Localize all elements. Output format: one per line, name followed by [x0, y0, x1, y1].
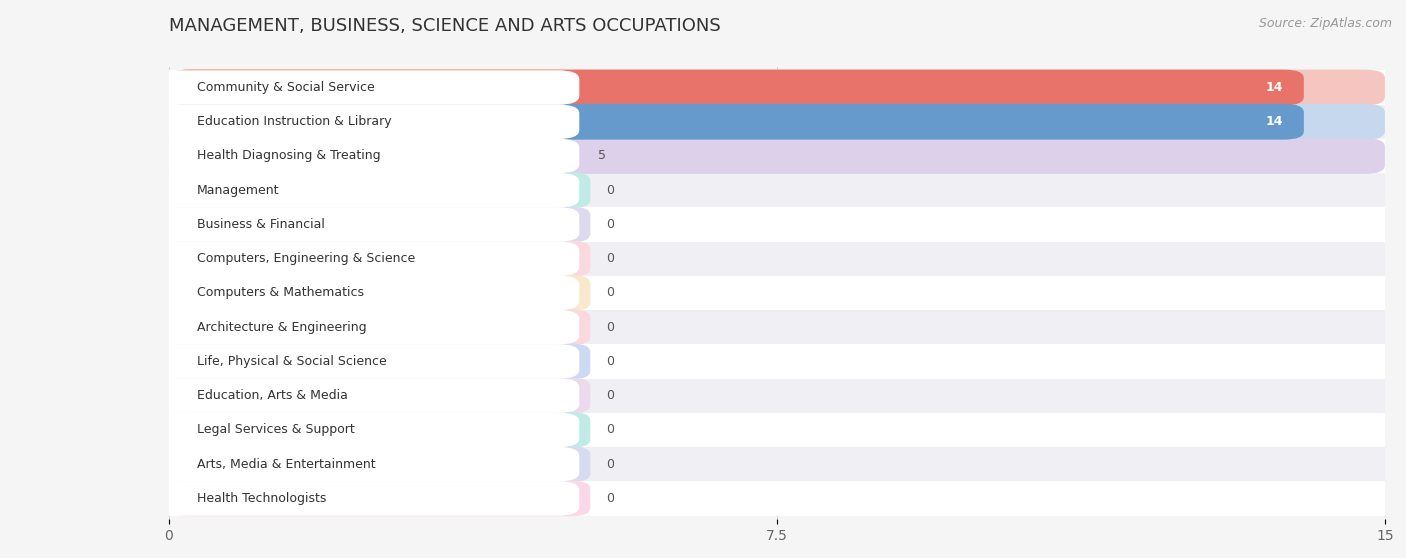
Text: Health Diagnosing & Treating: Health Diagnosing & Treating	[197, 150, 381, 162]
FancyBboxPatch shape	[169, 276, 1385, 310]
Text: Education Instruction & Library: Education Instruction & Library	[197, 116, 392, 128]
FancyBboxPatch shape	[169, 70, 1385, 105]
Text: 0: 0	[606, 286, 614, 300]
FancyBboxPatch shape	[169, 309, 591, 345]
FancyBboxPatch shape	[169, 481, 1385, 516]
Text: Community & Social Service: Community & Social Service	[197, 81, 375, 94]
FancyBboxPatch shape	[169, 104, 1303, 140]
FancyBboxPatch shape	[169, 413, 1385, 447]
Text: Source: ZipAtlas.com: Source: ZipAtlas.com	[1258, 17, 1392, 30]
FancyBboxPatch shape	[152, 242, 579, 276]
FancyBboxPatch shape	[169, 206, 591, 242]
Text: Computers, Engineering & Science: Computers, Engineering & Science	[197, 252, 415, 265]
FancyBboxPatch shape	[169, 173, 1385, 208]
FancyBboxPatch shape	[169, 378, 591, 413]
Text: 0: 0	[606, 355, 614, 368]
FancyBboxPatch shape	[152, 276, 579, 310]
FancyBboxPatch shape	[169, 242, 1385, 276]
Text: 0: 0	[606, 252, 614, 265]
FancyBboxPatch shape	[169, 447, 1385, 481]
FancyBboxPatch shape	[152, 378, 579, 413]
Text: 14: 14	[1265, 81, 1284, 94]
Text: 5: 5	[599, 150, 606, 162]
Text: Education, Arts & Media: Education, Arts & Media	[197, 389, 347, 402]
FancyBboxPatch shape	[152, 344, 579, 379]
Text: Health Technologists: Health Technologists	[197, 492, 326, 505]
FancyBboxPatch shape	[152, 447, 579, 482]
FancyBboxPatch shape	[152, 173, 579, 208]
FancyBboxPatch shape	[152, 207, 579, 242]
Text: Legal Services & Support: Legal Services & Support	[197, 424, 354, 436]
FancyBboxPatch shape	[169, 104, 1385, 139]
FancyBboxPatch shape	[169, 344, 1385, 378]
FancyBboxPatch shape	[152, 70, 579, 105]
FancyBboxPatch shape	[169, 70, 1385, 104]
Text: 0: 0	[606, 218, 614, 231]
FancyBboxPatch shape	[169, 344, 591, 379]
Text: 0: 0	[606, 321, 614, 334]
FancyBboxPatch shape	[169, 172, 591, 208]
FancyBboxPatch shape	[152, 104, 579, 139]
Text: Architecture & Engineering: Architecture & Engineering	[197, 321, 367, 334]
FancyBboxPatch shape	[169, 138, 574, 174]
Text: Management: Management	[197, 184, 280, 197]
FancyBboxPatch shape	[152, 481, 579, 516]
Text: 0: 0	[606, 458, 614, 470]
FancyBboxPatch shape	[169, 139, 1385, 173]
FancyBboxPatch shape	[169, 480, 591, 516]
FancyBboxPatch shape	[169, 446, 591, 482]
FancyBboxPatch shape	[169, 208, 1385, 242]
FancyBboxPatch shape	[152, 139, 579, 173]
Text: 0: 0	[606, 184, 614, 197]
Text: 14: 14	[1265, 116, 1284, 128]
FancyBboxPatch shape	[169, 138, 1385, 174]
FancyBboxPatch shape	[169, 310, 1385, 344]
Text: 0: 0	[606, 389, 614, 402]
Text: MANAGEMENT, BUSINESS, SCIENCE AND ARTS OCCUPATIONS: MANAGEMENT, BUSINESS, SCIENCE AND ARTS O…	[169, 17, 720, 35]
FancyBboxPatch shape	[169, 275, 591, 311]
Text: Arts, Media & Entertainment: Arts, Media & Entertainment	[197, 458, 375, 470]
FancyBboxPatch shape	[169, 378, 1385, 413]
Text: 0: 0	[606, 424, 614, 436]
Text: 0: 0	[606, 492, 614, 505]
FancyBboxPatch shape	[152, 310, 579, 344]
FancyBboxPatch shape	[169, 70, 1303, 105]
Text: Life, Physical & Social Science: Life, Physical & Social Science	[197, 355, 387, 368]
Text: Business & Financial: Business & Financial	[197, 218, 325, 231]
FancyBboxPatch shape	[152, 413, 579, 447]
FancyBboxPatch shape	[169, 241, 591, 277]
FancyBboxPatch shape	[169, 104, 1385, 140]
Text: Computers & Mathematics: Computers & Mathematics	[197, 286, 364, 300]
FancyBboxPatch shape	[169, 412, 591, 448]
